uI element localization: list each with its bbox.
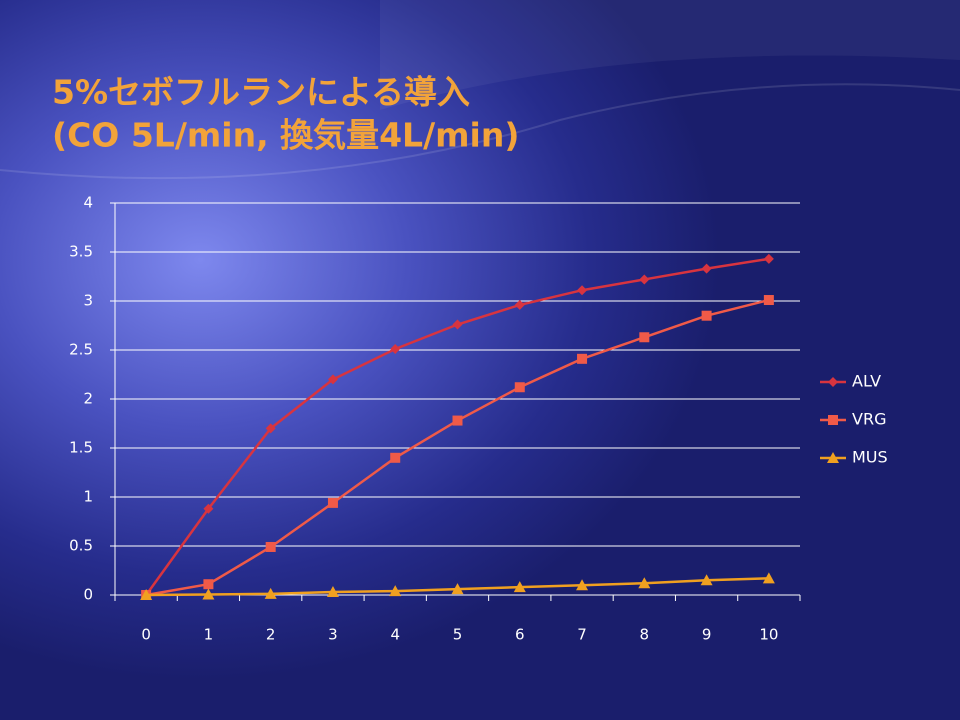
data-point (576, 579, 589, 591)
y-tick-label: 0.5 (69, 537, 93, 555)
x-tick-label: 4 (390, 626, 400, 644)
data-point (389, 585, 402, 597)
legend-label: VRG (852, 410, 886, 429)
data-point (327, 374, 338, 385)
data-point (326, 586, 339, 598)
y-tick-label: 1 (83, 488, 93, 506)
data-point (452, 319, 463, 330)
legend-marker (828, 415, 838, 425)
y-tick-label: 2 (83, 390, 93, 408)
background-wave (380, 0, 960, 110)
data-point (203, 503, 214, 514)
data-point (513, 581, 526, 593)
series-line (145, 257, 770, 596)
data-point (639, 274, 650, 285)
x-tick-label: 2 (266, 626, 276, 644)
background-wave (0, 83, 960, 180)
data-point (700, 574, 713, 586)
data-point (451, 583, 464, 595)
data-point (514, 382, 525, 393)
legend-label: MUS (852, 448, 888, 467)
x-tick-label: 8 (640, 626, 650, 644)
data-point (577, 353, 588, 364)
x-tick-label: 9 (702, 626, 712, 644)
data-point (763, 253, 774, 264)
chart-title: 5%セボフルランによる導入 (52, 73, 470, 112)
legend-marker (827, 452, 839, 463)
data-point (452, 415, 463, 426)
y-tick-label: 3 (83, 292, 93, 310)
data-point (638, 577, 651, 589)
data-point (390, 344, 401, 355)
y-tick-label: 0 (83, 586, 93, 604)
data-point (265, 541, 276, 552)
data-point (701, 310, 712, 321)
data-point (639, 332, 650, 343)
chart-title: (CO 5L/min, 換気量4L/min) (52, 116, 519, 155)
data-point (203, 579, 214, 590)
data-point (264, 587, 277, 599)
x-tick-label: 7 (577, 626, 587, 644)
x-tick-label: 0 (141, 626, 151, 644)
legend-marker (828, 377, 838, 387)
data-point (140, 589, 153, 600)
data-point (390, 452, 401, 463)
data-point (327, 497, 338, 508)
x-tick-label: 6 (515, 626, 525, 644)
data-point (763, 295, 774, 306)
data-point (514, 299, 525, 310)
data-point (762, 572, 775, 584)
x-tick-label: 5 (453, 626, 463, 644)
y-tick-label: 4 (83, 194, 93, 212)
legend-label: ALV (852, 372, 881, 391)
data-point (202, 588, 215, 600)
x-tick-label: 3 (328, 626, 338, 644)
data-point (265, 423, 276, 434)
x-tick-label: 1 (204, 626, 214, 644)
data-point (701, 263, 712, 274)
y-tick-label: 3.5 (69, 243, 93, 261)
y-tick-label: 1.5 (69, 439, 93, 457)
x-tick-label: 10 (759, 626, 778, 644)
y-tick-label: 2.5 (69, 341, 93, 359)
data-point (577, 285, 588, 296)
